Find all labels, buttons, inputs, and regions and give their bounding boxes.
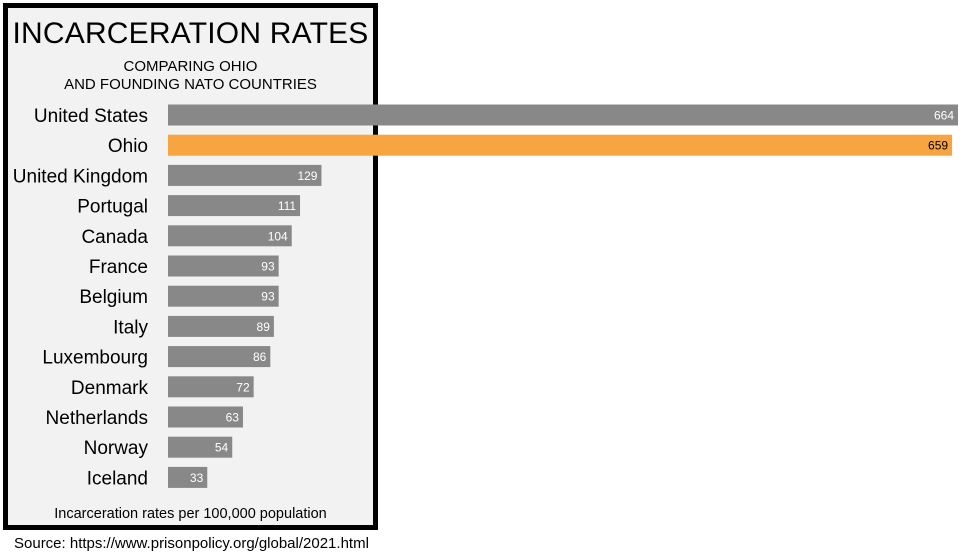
value-label: 659	[928, 139, 948, 153]
source-citation: Source: https://www.prisonpolicy.org/glo…	[14, 535, 369, 552]
chart-panel: INCARCERATION RATES COMPARING OHIO AND F…	[3, 3, 378, 530]
value-label: 664	[934, 109, 954, 123]
chart-title: INCARCERATION RATES	[12, 17, 369, 50]
chart-subtitle-line1: COMPARING OHIO	[123, 58, 258, 75]
axis-note: Incarceration rates per 100,000 populati…	[54, 506, 327, 522]
chart-subtitle-line2: AND FOUNDING NATO COUNTRIES	[64, 76, 317, 93]
